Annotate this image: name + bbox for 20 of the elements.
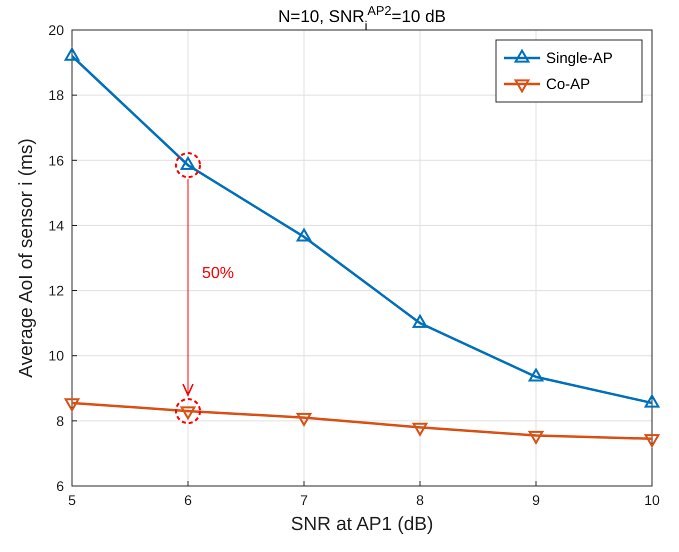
y-tick-label: 20: [48, 22, 64, 38]
x-tick-label: 9: [532, 492, 540, 508]
x-axis-title: SNR at AP1 (dB): [290, 514, 434, 535]
x-tick-label: 8: [416, 492, 424, 508]
x-tick-label: 7: [300, 492, 308, 508]
legend-label: Co-AP: [546, 76, 590, 93]
x-tick-label: 5: [68, 492, 76, 508]
y-axis-title: Average AoI of sensor i (ms): [16, 138, 37, 378]
y-tick-label: 16: [48, 152, 64, 168]
y-tick-label: 6: [56, 478, 64, 494]
x-tick-label: 10: [644, 492, 660, 508]
y-tick-label: 8: [56, 412, 64, 429]
annotation: 50%: [202, 265, 234, 282]
y-tick-label: 18: [48, 87, 64, 104]
x-tick-label: 6: [184, 492, 192, 508]
chart-title: N=10, SNR$_{i}$$^{AP2}$=10 dB: [278, 2, 446, 32]
y-tick-label: 14: [48, 217, 64, 234]
y-tick-label: 12: [48, 282, 64, 299]
legend-label: Single-AP: [546, 50, 613, 67]
y-tick-label: 10: [48, 348, 64, 364]
